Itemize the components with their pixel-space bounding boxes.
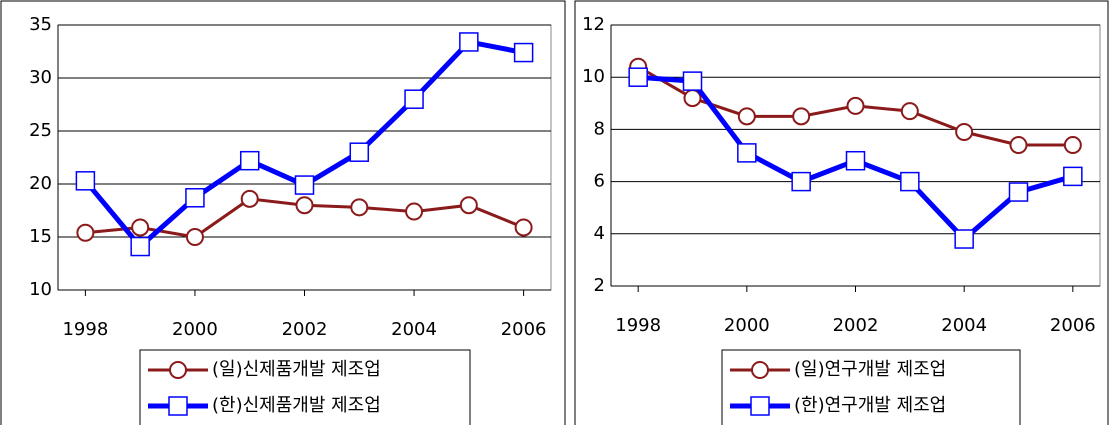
y-tick-label: 6 (594, 171, 605, 192)
x-tick-label: 2002 (282, 319, 328, 340)
marker (240, 189, 259, 208)
marker (131, 218, 150, 237)
marker (900, 102, 919, 121)
x-tick-label: 2000 (724, 315, 770, 336)
marker (845, 150, 866, 171)
marker (682, 71, 703, 91)
marker (130, 236, 150, 257)
marker (459, 32, 479, 52)
y-tick-label: 12 (582, 14, 605, 35)
marker (737, 107, 756, 126)
x-tick-label: 2002 (833, 315, 879, 336)
marker (900, 171, 920, 192)
marker (169, 361, 187, 379)
marker (459, 196, 478, 215)
y-tick-label: 15 (29, 226, 52, 247)
marker (954, 229, 974, 249)
y-tick-label: 8 (594, 118, 605, 139)
x-tick-label: 2000 (172, 319, 218, 340)
x-tick-label: 2006 (1050, 315, 1096, 336)
y-tick-label: 10 (29, 279, 52, 300)
y-tick-label: 2 (594, 275, 605, 296)
x-tick-label: 2006 (501, 319, 547, 340)
marker (404, 89, 424, 109)
y-tick-label: 25 (29, 120, 52, 141)
marker (239, 150, 260, 171)
marker (350, 198, 369, 217)
marker (294, 175, 315, 195)
marker (295, 196, 314, 215)
marker (792, 107, 811, 126)
x-tick-label: 1998 (62, 319, 108, 340)
marker (75, 171, 96, 191)
marker (185, 228, 204, 246)
marker (751, 361, 769, 379)
marker (846, 96, 865, 115)
panel-border (0, 0, 566, 425)
y-tick-label: 4 (594, 223, 605, 244)
legend-label: (한)연구개발 제조업 (794, 395, 946, 416)
marker (791, 171, 811, 192)
marker (1009, 136, 1028, 155)
legend-label: (일)연구개발 제조업 (794, 359, 946, 380)
marker (349, 142, 370, 162)
marker (513, 42, 534, 63)
x-tick-label: 2004 (941, 315, 987, 336)
legend-box (139, 349, 471, 425)
y-tick-label: 35 (29, 14, 52, 35)
legend-box (721, 349, 1021, 425)
marker (1063, 166, 1083, 187)
x-tick-label: 1998 (615, 315, 661, 336)
marker (1008, 182, 1029, 202)
y-tick-label: 10 (582, 66, 605, 87)
marker (1063, 136, 1082, 155)
legend-label: (일)신제품개발 제조업 (212, 359, 381, 380)
y-tick-label: 30 (29, 67, 52, 88)
panel-border (574, 0, 1109, 425)
marker (405, 202, 424, 221)
legend-label: (한)신제품개발 제조업 (212, 395, 381, 416)
y-tick-label: 20 (29, 173, 52, 194)
marker (628, 67, 648, 87)
marker (514, 218, 533, 237)
marker (737, 143, 757, 163)
marker (955, 123, 974, 142)
marker (168, 396, 188, 416)
marker (750, 396, 770, 416)
marker (76, 223, 95, 242)
x-tick-label: 2004 (391, 319, 437, 340)
marker (185, 188, 205, 208)
